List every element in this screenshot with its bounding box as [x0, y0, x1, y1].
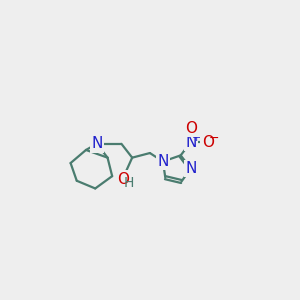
Text: N: N	[157, 154, 169, 169]
Text: −: −	[208, 132, 219, 145]
Text: O: O	[185, 121, 197, 136]
Text: O: O	[202, 135, 214, 150]
Text: +: +	[191, 133, 201, 142]
Text: H: H	[124, 176, 134, 190]
Text: N: N	[185, 135, 196, 150]
Text: N: N	[91, 136, 103, 151]
Text: O: O	[117, 172, 129, 187]
Text: N: N	[185, 161, 196, 176]
